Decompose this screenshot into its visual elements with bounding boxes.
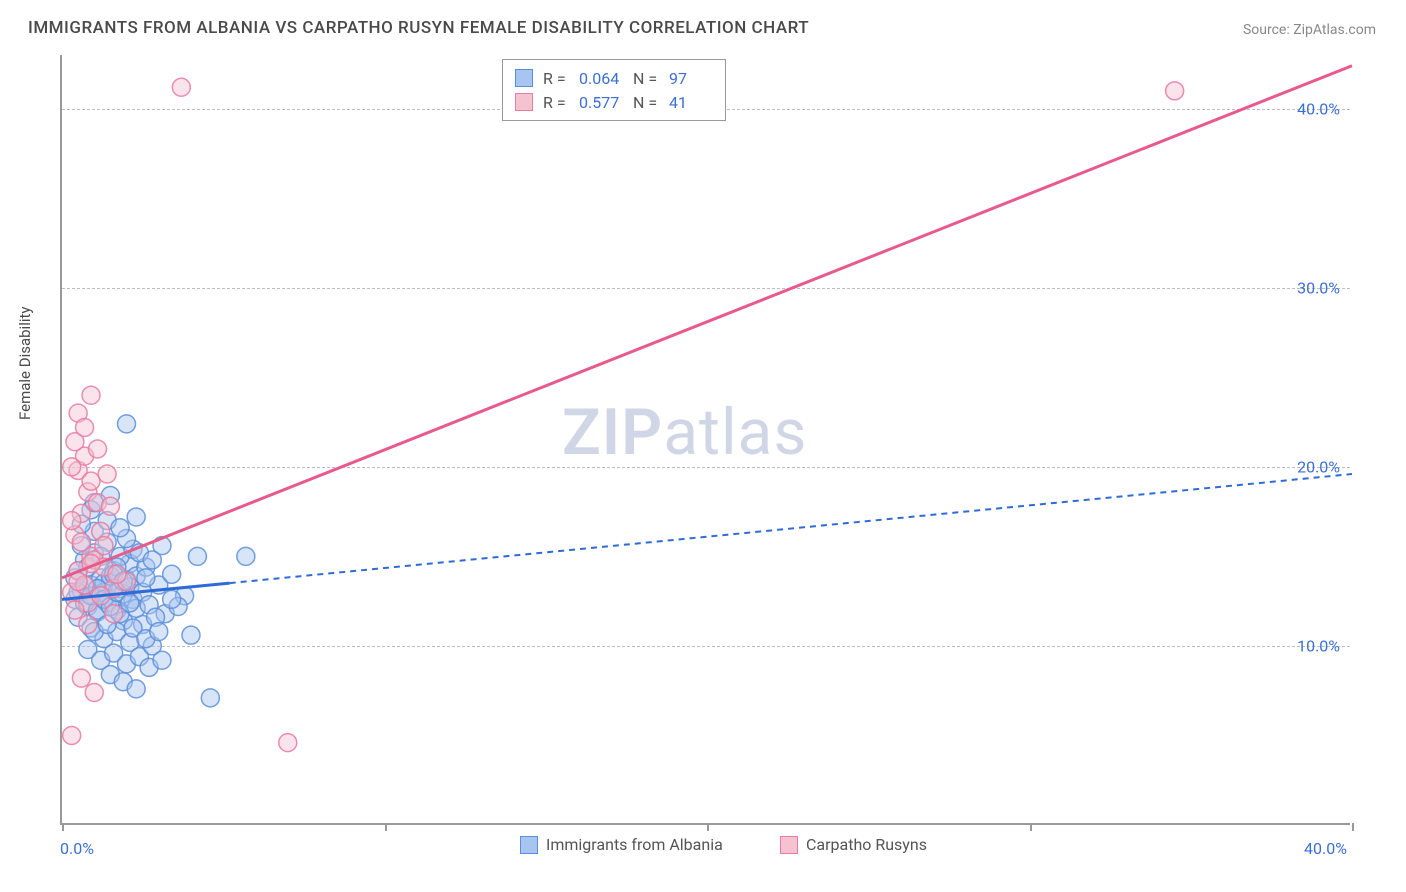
- data-point: [63, 458, 81, 476]
- legend-swatch: [520, 836, 538, 854]
- data-point: [79, 615, 97, 633]
- data-point: [76, 418, 94, 436]
- data-point: [118, 415, 136, 433]
- data-point: [163, 565, 181, 583]
- data-point: [279, 734, 297, 752]
- x-tick-label: 0.0%: [60, 839, 94, 858]
- data-point: [63, 726, 81, 744]
- data-point: [201, 689, 219, 707]
- legend-swatch: [515, 93, 533, 111]
- legend-n-value: 41: [669, 93, 713, 112]
- legend-r-label: R =: [543, 93, 569, 112]
- data-point: [88, 440, 106, 458]
- data-point: [127, 508, 145, 526]
- x-tick-label: 40.0%: [1304, 839, 1347, 858]
- legend-n-label: N =: [633, 93, 659, 112]
- data-point: [95, 537, 113, 555]
- legend-series-item: Immigrants from Albania: [520, 835, 723, 854]
- data-point: [150, 623, 168, 641]
- source-attribution: Source: ZipAtlas.com: [1243, 22, 1376, 38]
- y-tick-label: 10.0%: [1297, 636, 1340, 655]
- legend-r-value: 0.577: [579, 93, 623, 112]
- data-point: [127, 680, 145, 698]
- data-point: [172, 78, 190, 96]
- regression-line-extension: [230, 474, 1352, 583]
- chart-title: IMMIGRANTS FROM ALBANIA VS CARPATHO RUSY…: [28, 18, 809, 38]
- data-point: [188, 547, 206, 565]
- data-point: [143, 551, 161, 569]
- data-point: [82, 472, 100, 490]
- data-point: [137, 569, 155, 587]
- x-tick: [385, 823, 387, 831]
- data-point: [1166, 82, 1184, 100]
- x-tick: [707, 823, 709, 831]
- data-point: [121, 594, 139, 612]
- data-point: [111, 519, 129, 537]
- y-tick-label: 40.0%: [1297, 99, 1340, 118]
- legend-correlation-row: R = 0.577 N = 41: [515, 90, 713, 114]
- data-point: [153, 651, 171, 669]
- plot-area: ZIPatlas R =0.064N =97R =0.577N =41 10.0…: [60, 55, 1350, 825]
- legend-correlation-box: R = 0.064 N = 97 R = 0.577 N = 41: [502, 59, 726, 121]
- legend-series-label: Carpatho Rusyns: [806, 835, 927, 854]
- data-point: [72, 533, 90, 551]
- x-tick: [1352, 823, 1354, 831]
- legend-series-label: Immigrants from Albania: [546, 835, 723, 854]
- legend-r-label: R =: [543, 69, 569, 88]
- x-tick: [1030, 823, 1032, 831]
- legend-swatch: [515, 69, 533, 87]
- y-tick-label: 30.0%: [1297, 278, 1340, 297]
- data-point: [66, 601, 84, 619]
- legend-swatch: [780, 836, 798, 854]
- data-point: [101, 497, 119, 515]
- scatter-svg: [62, 55, 1350, 823]
- data-point: [163, 590, 181, 608]
- data-point: [182, 626, 200, 644]
- x-tick: [62, 823, 64, 831]
- y-axis-label: Female Disability: [16, 307, 34, 421]
- legend-r-value: 0.064: [579, 69, 623, 88]
- data-point: [82, 386, 100, 404]
- data-point: [63, 512, 81, 530]
- data-point: [72, 669, 90, 687]
- data-point: [85, 683, 103, 701]
- data-point: [105, 605, 123, 623]
- legend-series-item: Carpatho Rusyns: [780, 835, 927, 854]
- data-point: [108, 565, 126, 583]
- y-tick-label: 20.0%: [1297, 457, 1340, 476]
- legend-correlation-row: R = 0.064 N = 97: [515, 66, 713, 90]
- legend-n-label: N =: [633, 69, 659, 88]
- regression-line: [62, 66, 1352, 578]
- data-point: [237, 547, 255, 565]
- data-point: [98, 465, 116, 483]
- legend-n-value: 97: [669, 69, 713, 88]
